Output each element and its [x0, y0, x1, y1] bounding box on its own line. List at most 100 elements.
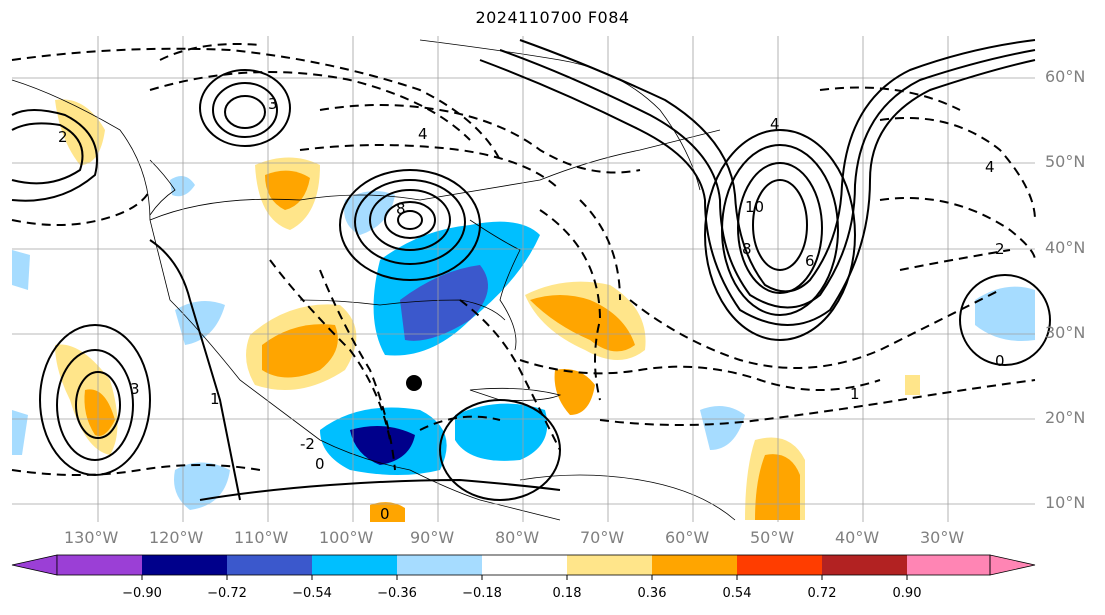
colorbar-tick: 0.54 — [722, 586, 752, 601]
colorbar-swatch — [567, 555, 652, 575]
dash-12 — [879, 197, 1036, 261]
contour-jet-2 — [499, 49, 1036, 309]
dash-13 — [899, 249, 1011, 271]
contour-label: 3 — [130, 380, 140, 398]
contour-label: 8 — [396, 200, 406, 218]
contour-sw-1 — [149, 239, 241, 501]
shade-yellow-e1 — [905, 375, 920, 395]
shade-orange-mexico — [262, 324, 338, 378]
contour-west-1 — [11, 122, 84, 185]
coast-gulf — [299, 299, 506, 321]
contour-label: 1 — [210, 390, 220, 408]
dash-2 — [149, 71, 471, 141]
shade-lightblue-w2 — [12, 410, 28, 455]
colorbar-tick: −0.18 — [462, 586, 502, 601]
colorbar-tick: −0.54 — [292, 586, 332, 601]
lon-label: 30°W — [920, 528, 965, 547]
dash-1 — [11, 47, 501, 161]
lat-label: 20°N — [1045, 408, 1086, 427]
colorbar-swatch — [822, 555, 907, 575]
dash-5 — [269, 259, 391, 441]
contour-label: 4 — [418, 125, 428, 143]
colorbar-swatch — [482, 555, 567, 575]
shade-orange-atl — [530, 295, 635, 352]
contour-high-atl-1 — [704, 129, 856, 341]
lon-label: 70°W — [580, 528, 625, 547]
colorbar — [11, 554, 1036, 580]
contour-label: 0 — [315, 455, 325, 473]
contour-label: 0 — [380, 505, 390, 523]
colorbar-swatch — [652, 555, 737, 575]
coast-bc — [149, 159, 176, 216]
lat-label: 50°N — [1045, 152, 1086, 171]
contour-label: 1 — [850, 385, 860, 403]
contour-west-2 — [11, 109, 98, 202]
colorbar-over-arrow — [989, 554, 1036, 576]
shade-lightblue-atl-east — [975, 286, 1035, 341]
contour-zero-s — [199, 478, 561, 501]
coast-cuba — [469, 387, 562, 401]
contour-jet-1 — [479, 59, 1036, 326]
contours-solid — [11, 39, 1051, 501]
contour-label: 6 — [805, 252, 815, 270]
shade-orange-pacific — [84, 389, 115, 436]
colorbar-tick: 0.90 — [892, 586, 922, 601]
contour-low-lakes-1 — [339, 169, 481, 281]
shade-orange-matl — [755, 454, 800, 520]
shade-orange-bottom — [370, 502, 405, 522]
dash-19 — [579, 199, 621, 301]
contour-low-lakes-2 — [354, 179, 466, 265]
contour-high-pac-2 — [56, 349, 134, 461]
contour-label: 4 — [985, 158, 995, 176]
shade-darkblue-se-us — [400, 265, 488, 341]
dash-20 — [539, 209, 602, 401]
contours-dashed — [11, 43, 1036, 476]
lat-label: 40°N — [1045, 238, 1086, 257]
contour-high-nw-1 — [199, 69, 291, 147]
contour-low-lakes-5 — [397, 210, 423, 230]
lon-label: 130°W — [64, 528, 119, 547]
colorbar-swatch — [397, 555, 482, 575]
contour-jet-3 — [519, 39, 1036, 293]
contour-label: 10 — [745, 198, 765, 216]
dash-6 — [319, 269, 396, 471]
dash-9 — [599, 379, 1036, 426]
lon-label: 80°W — [495, 528, 540, 547]
dash-18 — [819, 86, 961, 111]
colorbar-tick: −0.72 — [207, 586, 247, 601]
dash-10 — [629, 289, 1001, 369]
contour-high-pac-3 — [75, 371, 121, 439]
lon-label: 60°W — [665, 528, 710, 547]
coast-north-america — [11, 79, 721, 521]
contour-high-atl-3 — [737, 162, 823, 294]
shade-lightblue-lakes — [344, 191, 395, 235]
dash-16 — [419, 415, 501, 431]
lon-label: 120°W — [149, 528, 204, 547]
contour-label: 3 — [268, 95, 278, 113]
dash-11 — [879, 117, 1036, 221]
colorbar-under-arrow — [11, 554, 58, 576]
colorbar-swatch — [142, 555, 227, 575]
lon-label: 110°W — [234, 528, 289, 547]
storm-center-marker — [406, 375, 422, 391]
contour-label: 2 — [995, 240, 1005, 258]
contour-low-lakes-4 — [384, 201, 436, 239]
shade-orange-carib — [554, 369, 595, 415]
contour-high-atl-4 — [752, 179, 808, 271]
colorbar-swatch — [737, 555, 822, 575]
lon-label: 100°W — [319, 528, 374, 547]
colorbar-swatch — [312, 555, 397, 575]
colorbar-swatch — [227, 555, 312, 575]
shade-lightblue-bc — [170, 176, 195, 197]
colorbar-tick: 0.18 — [552, 586, 582, 601]
colorbar-tick: −0.90 — [122, 586, 162, 601]
shade-lightblue-west — [12, 250, 30, 290]
contour-label: 0 — [995, 352, 1005, 370]
dash-8 — [519, 359, 881, 391]
contour-high-nw-3 — [224, 95, 266, 129]
dash-4 — [299, 144, 561, 191]
dash-15 — [11, 464, 261, 476]
colorbar-tick: 0.36 — [637, 586, 667, 601]
shade-blue-caribbean — [455, 403, 548, 461]
